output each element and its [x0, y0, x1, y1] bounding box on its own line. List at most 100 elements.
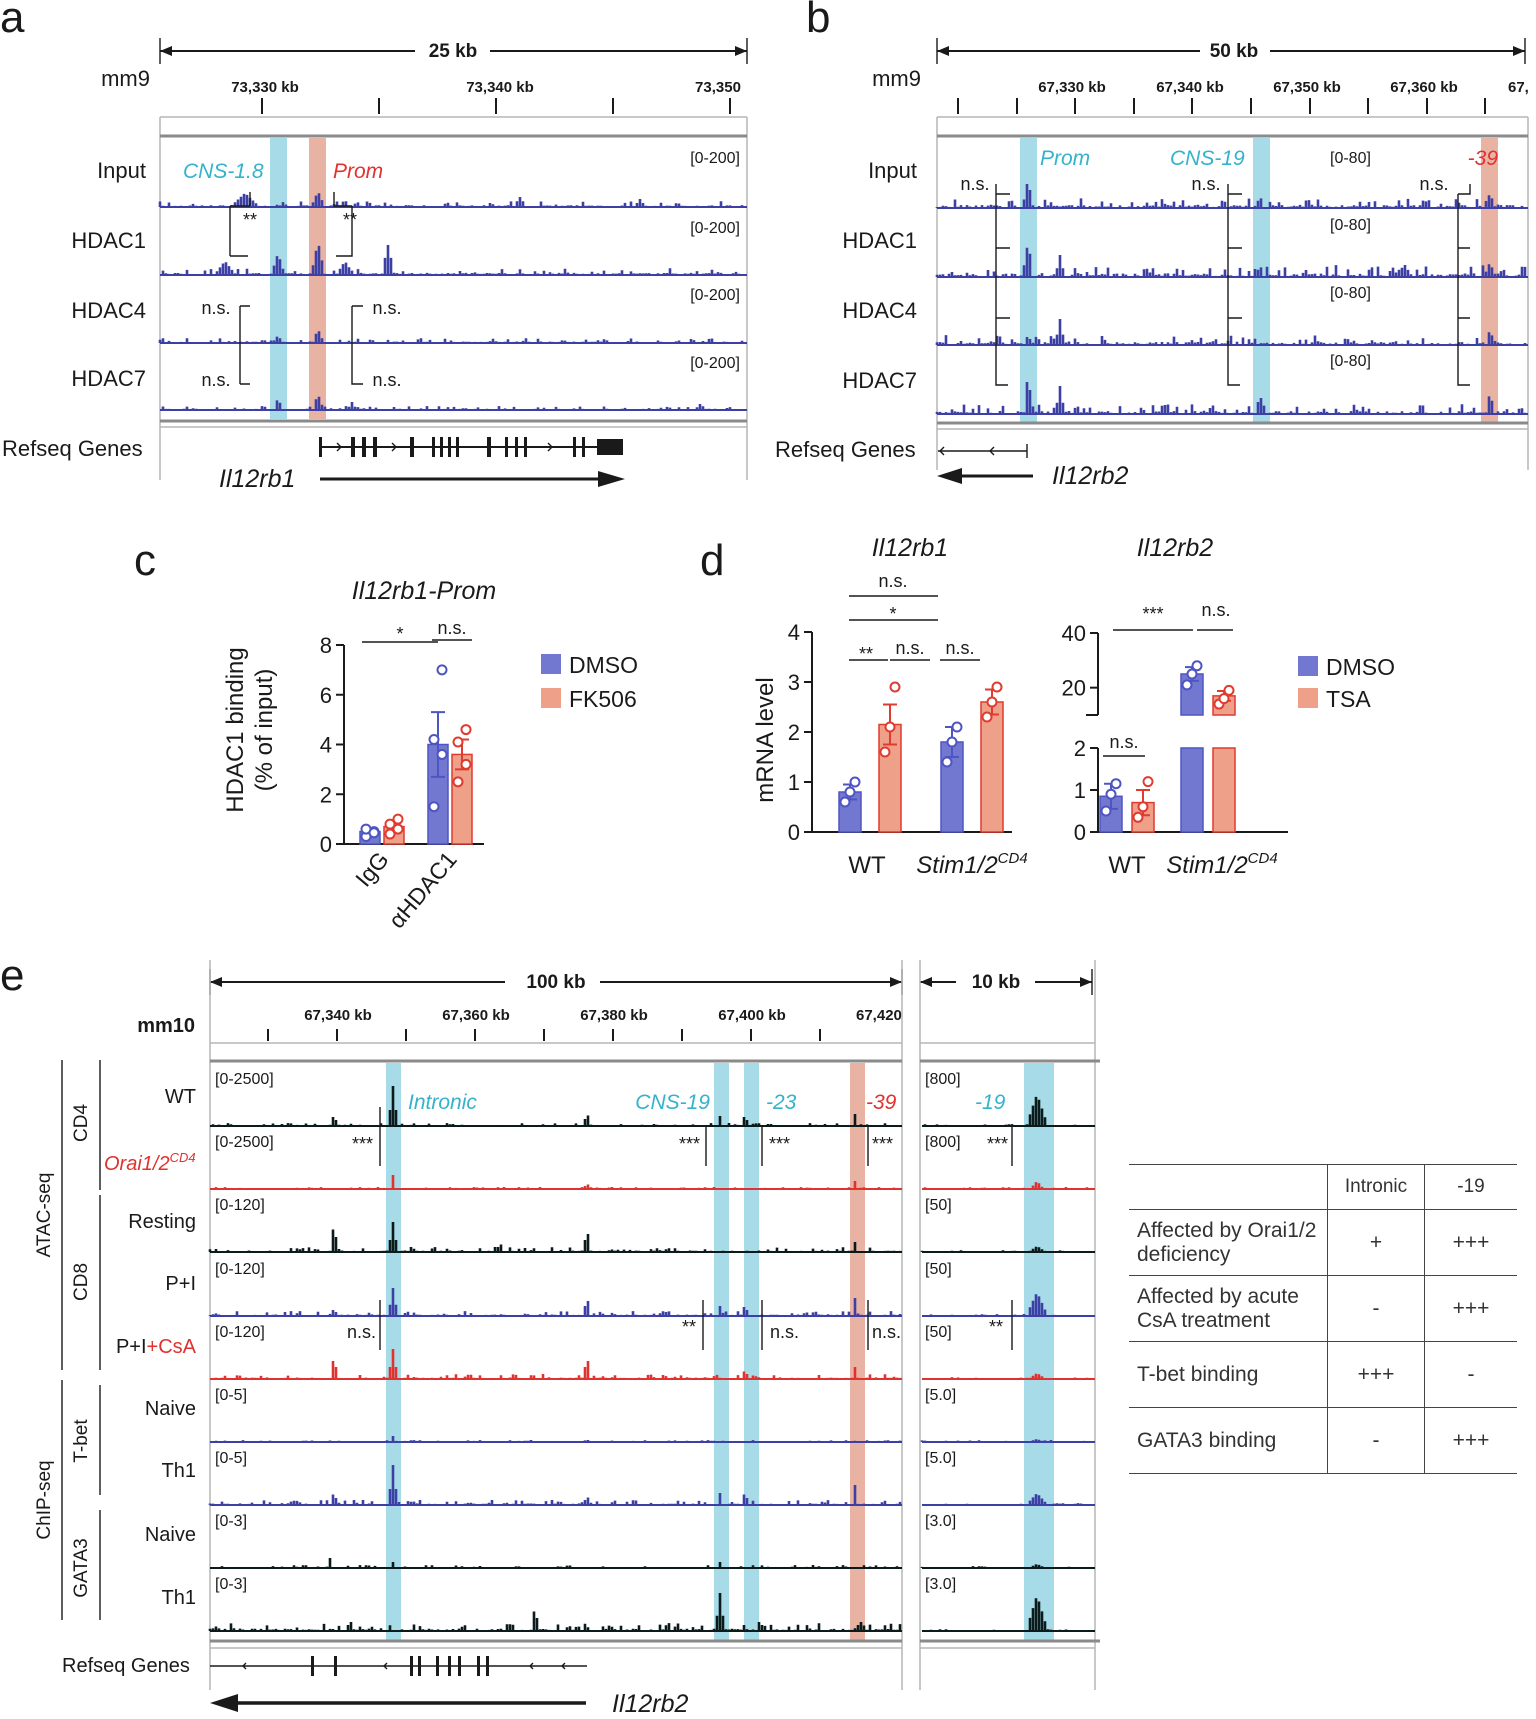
panel-a-label: a — [0, 0, 25, 42]
region-e-intronic: Intronic — [408, 1091, 477, 1114]
chart-d2-xlabel-sup: CD4 — [1248, 850, 1278, 867]
chart-c-point — [460, 758, 472, 770]
range-e-main-7: [0-3] — [215, 1513, 247, 1530]
track-signal — [935, 247, 1527, 277]
sub-gata3: GATA3 — [71, 1538, 92, 1597]
range-b-0: [0-80] — [1330, 150, 1371, 167]
chart-c-point — [368, 827, 380, 839]
tick-label-1: 73,340 kb — [466, 79, 534, 96]
table-cell-m19: +++ — [1424, 1209, 1517, 1276]
stat-e-5: *** — [987, 1134, 1008, 1154]
track-e-th1-1: Th1 — [162, 1460, 196, 1482]
track-signal — [208, 1222, 902, 1252]
legend-c-fk506-swatch — [541, 688, 561, 708]
chart-d1-ytick-label: 0 — [788, 820, 800, 845]
chart-d1-sig: n.s. — [945, 638, 974, 658]
chart-d2-sig-2: n.s. — [1201, 600, 1230, 620]
table-cell-intronic: + — [1327, 1209, 1425, 1276]
track-signal — [208, 1593, 902, 1631]
table-cell-m19: +++ — [1424, 1407, 1517, 1474]
stat-a-5: n.s. — [201, 370, 230, 390]
track-e-inset-6 — [922, 1494, 1095, 1506]
chart-d-legend: DMSO TSA — [1298, 654, 1395, 712]
region-e-m23: -23 — [766, 1091, 797, 1114]
chart-c-point — [436, 748, 448, 760]
refseq-label: Refseq Genes — [2, 436, 143, 461]
track-e-inset-3 — [922, 1294, 1095, 1317]
group-atac: ATAC-seq — [34, 1173, 55, 1258]
track-e-pi: P+I — [165, 1273, 196, 1295]
panel-e: 100 kb 10 kb mm10 67,340 kb 67,360 kb 67… — [34, 960, 1100, 1718]
range-e-main-8: [0-3] — [215, 1576, 247, 1593]
scale-label: 25 kb — [429, 41, 478, 62]
range-e-inset-1: [800] — [925, 1134, 961, 1151]
chart-d2-point — [1137, 801, 1149, 813]
chart-c-ylabel-2: (% of input) — [251, 669, 278, 792]
track-e-main-0 — [210, 1086, 902, 1127]
track-a-input — [158, 193, 747, 208]
chart-c-errorbar — [431, 711, 445, 778]
tick-b-1: 67,340 kb — [1156, 79, 1224, 96]
table-cell-m19: +++ — [1424, 1275, 1517, 1342]
table-header-empty — [1129, 1164, 1328, 1210]
chart-d-ylabel: mRNA level — [752, 677, 779, 802]
signal-tracks-b — [935, 184, 1528, 415]
track-e-inset-8 — [922, 1598, 1095, 1632]
tick-e-1: 67,360 kb — [442, 1007, 510, 1024]
chart-c-point — [428, 801, 440, 813]
track-e-th1-2: Th1 — [162, 1587, 196, 1609]
region-b-prom: Prom — [1040, 147, 1090, 170]
range-e-main-0: [0-2500] — [215, 1071, 274, 1088]
chart-d2-bar — [1180, 747, 1204, 833]
chart-c-sig-2: n.s. — [437, 618, 466, 638]
stat-brackets-a — [229, 192, 363, 385]
region-b-m39: -39 — [1468, 147, 1499, 170]
track-signal — [208, 1465, 902, 1505]
chart-d2-sig-1: *** — [1142, 604, 1163, 624]
stat-e-3: *** — [769, 1134, 790, 1154]
chart-c-point — [436, 664, 448, 676]
chart-d2-sig-3: n.s. — [1109, 732, 1138, 752]
signal-tracks-e — [208, 1086, 1095, 1632]
table-row-label: T-bet binding — [1129, 1341, 1328, 1408]
chart-d1-point — [884, 721, 896, 733]
chart-d2-point — [1186, 668, 1198, 680]
chart-d2-point — [1218, 693, 1230, 705]
chart-d1-point — [879, 746, 891, 758]
track-signal — [920, 1246, 1065, 1252]
track-label-hdac1: HDAC1 — [71, 228, 146, 253]
gene-b-arrow-icon — [937, 468, 962, 484]
band-e-m19 — [1024, 1063, 1054, 1640]
chart-c-ytick-label: 0 — [320, 832, 332, 857]
range-e-main-5: [0-5] — [215, 1387, 247, 1404]
chart-d1-point — [981, 711, 993, 723]
range-hdac4: [0-200] — [690, 287, 740, 304]
range-e-inset-3: [50] — [925, 1261, 952, 1278]
track-a-hdac7 — [160, 396, 747, 411]
track-signal — [158, 193, 744, 207]
chart-d2-bar — [1212, 747, 1236, 833]
scale-e2-arrow-left-icon — [920, 977, 932, 987]
stat-brackets-b — [995, 184, 1471, 386]
track-e-main-5 — [210, 1436, 902, 1443]
table-header-m19: -19 — [1424, 1164, 1517, 1210]
table-cell-intronic: - — [1327, 1407, 1425, 1474]
chart-d1-point — [839, 796, 851, 808]
track-e-main-6 — [208, 1465, 902, 1506]
table-cell-m19: - — [1424, 1341, 1517, 1408]
range-e-inset-2: [50] — [925, 1197, 952, 1214]
chart-d1-point — [889, 681, 901, 693]
gene-label-b: Il12rb2 — [1052, 462, 1129, 490]
table-header-row: Intronic -19 — [1129, 1164, 1517, 1210]
range-e-main-3: [0-120] — [215, 1261, 265, 1278]
track-signal — [161, 396, 747, 410]
chart-c-xlabel: αHDAC1 — [383, 847, 462, 934]
panel-e-label: e — [0, 951, 24, 1000]
stat-a-1: ** — [243, 210, 257, 230]
track-e-orai: Orai1/2CD4 — [104, 1150, 196, 1175]
panel-a: 25 kb mm9 73,330 kb 73,340 kb 73,350 CNS… — [2, 38, 748, 493]
chart-d1-xlabel-wt: WT — [848, 852, 886, 879]
sub-cd8: CD8 — [71, 1263, 92, 1301]
chart-d2-ytick-high-label: 40 — [1062, 621, 1086, 646]
range-b-2: [0-80] — [1330, 285, 1371, 302]
